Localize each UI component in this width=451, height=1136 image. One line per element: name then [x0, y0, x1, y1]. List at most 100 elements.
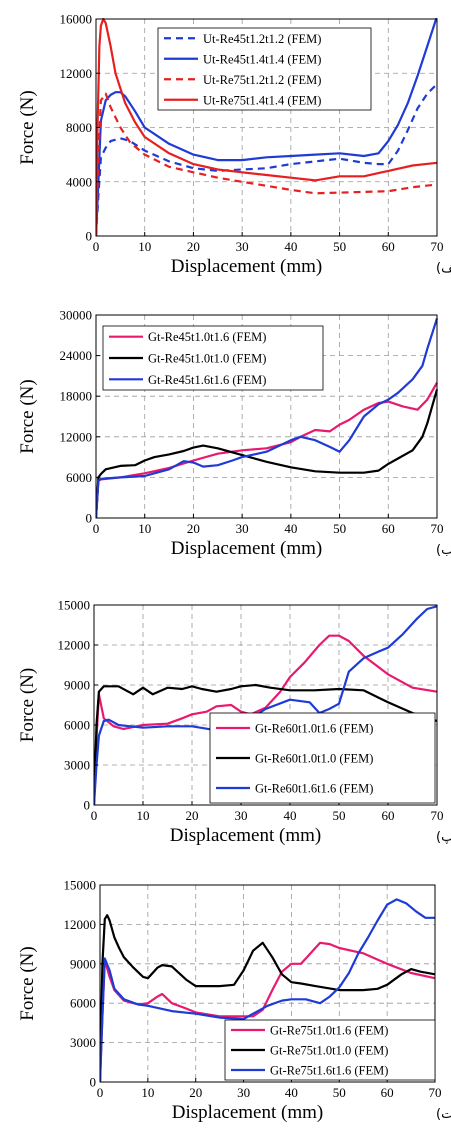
chart-panel-4: 0 10 20 30 40 50 60 70 0 3000 6000 9000 12000 15000 Di… [17, 878, 451, 1124]
series-line-1 [96, 83, 438, 236]
chart-panel-1: 0 10 20 30 40 50 60 70 0 4000 8000 12000 16000 Displa… [17, 12, 451, 278]
legend-box [157, 27, 372, 111]
x-tick-label: 0 [93, 521, 100, 536]
y-tick-label: 6000 [64, 718, 90, 733]
y-tick-label: 0 [86, 511, 93, 526]
x-tick-label: 70 [429, 1085, 442, 1100]
y-axis-label: Force (N) [17, 946, 38, 1020]
y-tick-label: 9000 [64, 678, 90, 693]
legend-entry: Ut-Re75t1.2t1.2 (FEM) [203, 73, 321, 87]
series-line-4 [96, 18, 438, 236]
x-tick-label: 10 [138, 521, 151, 536]
axes-frame [99, 884, 436, 1083]
series-group [100, 898, 436, 1082]
panel-tag: (ب) [436, 543, 451, 558]
y-tick-label: 24000 [60, 348, 93, 363]
y-tick-label: 12000 [64, 917, 97, 932]
y-tick-label: 30000 [60, 308, 93, 323]
x-tick-label: 60 [382, 808, 395, 823]
panel-tag: (پ) [436, 830, 451, 845]
x-axis-label: Displacement (mm) [171, 538, 322, 559]
x-tick-label: 50 [333, 808, 346, 823]
x-tick-label: 30 [236, 521, 249, 536]
series-line-3 [96, 92, 438, 236]
panel-tag: (الف) [436, 261, 451, 276]
x-tick-label: 20 [187, 521, 200, 536]
legend-entry: Gt-Re45t1.6t1.6 (FEM) [148, 373, 266, 387]
y-tick-label: 15000 [64, 878, 97, 893]
legend-entry: Gt-Re75t1.0t1.6 (FEM) [270, 1024, 388, 1038]
legend-entry: Ut-Re45t1.2t1.2 (FEM) [203, 32, 321, 46]
y-tick-label: 12000 [60, 66, 93, 81]
x-tick-label: 30 [235, 808, 248, 823]
legend-entry: Gt-Re60t1.0t1.6 (FEM) [255, 722, 373, 736]
y-tick-label: 18000 [60, 389, 93, 404]
x-tick-label: 70 [431, 808, 444, 823]
y-tick-label: 6000 [70, 996, 96, 1011]
x-axis-label: Displacement (mm) [172, 1102, 323, 1123]
y-axis-label: Force (N) [17, 379, 38, 453]
x-tick-label: 40 [284, 239, 297, 254]
y-axis-label: Force (N) [17, 90, 38, 164]
chart-panel-2: 0 10 20 30 40 50 60 70 0 6000 12000 18000 24000 30000… [17, 308, 451, 560]
y-tick-label: 4000 [66, 174, 92, 189]
series-group [96, 318, 438, 518]
x-tick-label: 10 [138, 239, 151, 254]
panel-tag: (ت) [436, 1107, 451, 1122]
legend-entry: Gt-Re45t1.0t1.0 (FEM) [148, 352, 266, 366]
x-tick-label: 10 [137, 808, 150, 823]
legend: Gt-Re45t1.0t1.6 (FEM) Gt-Re45t1.0t1.0 (FE… [102, 325, 324, 391]
axes-frame [95, 314, 438, 519]
x-tick-label: 40 [284, 808, 297, 823]
series-line-2 [96, 18, 438, 236]
legend-entry: Gt-Re60t1.0t1.0 (FEM) [255, 752, 373, 766]
x-tick-label: 60 [381, 1085, 394, 1100]
legend-entry: Gt-Re60t1.6t1.6 (FEM) [255, 782, 373, 796]
x-tick-label: 0 [91, 808, 98, 823]
legend: Ut-Re45t1.2t1.2 (FEM) Ut-Re45t1.4t1.4 (FE… [157, 27, 372, 111]
legend-entry: Gt-Re75t1.6t1.6 (FEM) [270, 1064, 388, 1078]
y-tick-label: 6000 [66, 470, 92, 485]
x-axis-label: Displacement (mm) [170, 825, 321, 846]
x-tick-label: 50 [333, 1085, 346, 1100]
legend-entry: Ut-Re75t1.4t1.4 (FEM) [203, 93, 321, 107]
legend-entry: Gt-Re45t1.0t1.6 (FEM) [148, 330, 266, 344]
y-tick-label: 3000 [70, 1035, 96, 1050]
y-tick-label: 15000 [58, 598, 91, 613]
x-tick-label: 50 [333, 239, 346, 254]
y-tick-label: 12000 [60, 429, 93, 444]
x-tick-label: 20 [186, 808, 199, 823]
y-tick-label: 0 [86, 229, 93, 244]
x-axis-label: Displacement (mm) [171, 256, 322, 277]
x-tick-label: 70 [431, 521, 444, 536]
y-tick-label: 16000 [60, 12, 93, 27]
x-tick-label: 10 [141, 1085, 154, 1100]
series-line-3 [96, 318, 438, 518]
x-tick-label: 0 [97, 1085, 104, 1100]
x-tick-label: 30 [236, 239, 249, 254]
legend: Gt-Re60t1.0t1.6 (FEM) Gt-Re60t1.0t1.0 (FE… [209, 712, 436, 804]
x-tick-label: 20 [187, 239, 200, 254]
series-line-2 [100, 914, 436, 1082]
legend: Gt-Re75t1.0t1.6 (FEM) Gt-Re75t1.0t1.0 (FE… [224, 1019, 436, 1081]
legend-entry: Gt-Re75t1.0t1.0 (FEM) [270, 1044, 388, 1058]
series-line-3 [94, 605, 438, 805]
series-line-3 [100, 898, 435, 1082]
x-tick-label: 50 [333, 521, 346, 536]
x-tick-label: 20 [189, 1085, 202, 1100]
x-tick-label: 60 [382, 239, 395, 254]
y-tick-label: 8000 [66, 120, 92, 135]
x-tick-label: 0 [93, 239, 100, 254]
series-line-2 [96, 389, 438, 518]
y-tick-label: 9000 [70, 956, 96, 971]
x-tick-label: 40 [284, 521, 297, 536]
x-tick-label: 60 [382, 521, 395, 536]
chart-panel-3: 0 10 20 30 40 50 60 70 0 3000 6000 9000 12000 15000 Di… [17, 598, 451, 847]
y-axis-label: Force (N) [17, 668, 38, 742]
series-group [96, 18, 438, 236]
y-tick-label: 3000 [64, 758, 90, 773]
y-tick-label: 12000 [58, 638, 91, 653]
x-tick-label: 40 [285, 1085, 298, 1100]
y-tick-label: 0 [90, 1075, 97, 1090]
